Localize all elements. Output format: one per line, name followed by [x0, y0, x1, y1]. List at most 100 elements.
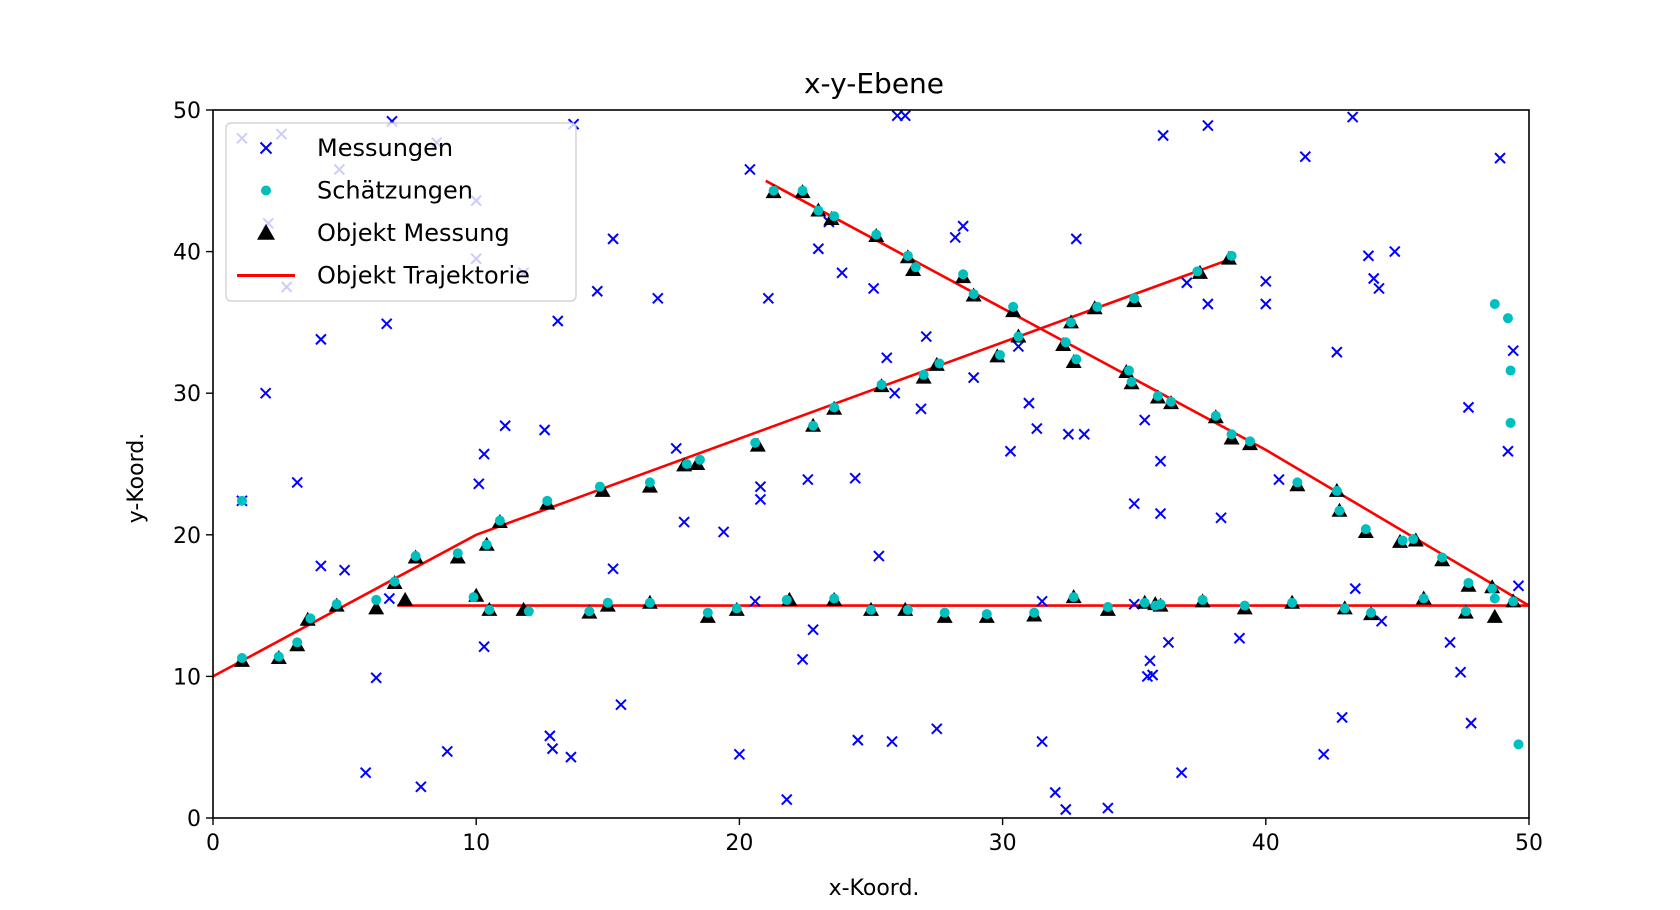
estimate-point — [1066, 317, 1077, 328]
estimate-point — [1139, 597, 1150, 608]
estimate-point — [871, 229, 882, 240]
object-measurement-point — [1486, 608, 1503, 623]
measurement-point — [1202, 119, 1214, 132]
measurement-point — [1331, 346, 1343, 358]
object-measurement-point — [368, 600, 385, 615]
measurement-point — [1465, 717, 1477, 729]
estimate-point — [1192, 266, 1203, 277]
estimate-point — [1029, 607, 1040, 618]
estimate-point — [1418, 593, 1429, 604]
legend-marker-messungen — [259, 141, 273, 155]
measurement-point — [1102, 802, 1114, 814]
measurement-point — [1462, 401, 1475, 414]
estimate-point — [644, 477, 655, 488]
measurement-point — [754, 493, 767, 506]
estimate-point — [876, 379, 887, 390]
estimate-point — [1126, 376, 1137, 387]
estimate-point — [1360, 524, 1371, 535]
measurement-point — [1317, 748, 1330, 760]
measurement-point — [1162, 636, 1175, 649]
estimate-point — [542, 495, 553, 506]
estimate-point — [1152, 391, 1163, 402]
measurement-point — [717, 526, 730, 538]
legend-label: Objekt Messung — [317, 219, 510, 247]
object-measurement-point — [397, 591, 414, 606]
measurement-point — [1062, 428, 1075, 440]
measurement-point — [315, 560, 327, 572]
estimate-point — [1408, 534, 1419, 545]
measurement-point — [781, 793, 793, 806]
measurement-point — [836, 267, 848, 279]
estimate-point — [371, 594, 382, 605]
estimate-point — [968, 289, 979, 300]
estimate-point — [981, 609, 992, 620]
measurement-point — [1373, 282, 1385, 295]
measurement-point — [1144, 655, 1156, 667]
measurement-point — [1260, 298, 1272, 310]
estimate-point — [1339, 603, 1350, 614]
measurement-point — [762, 292, 775, 305]
estimate-point — [797, 185, 808, 196]
estimate-point — [644, 597, 655, 608]
measurement-point — [1362, 250, 1375, 262]
estimate-point — [934, 358, 945, 369]
measurement-point — [949, 231, 961, 244]
legend: Messungen Schätzungen Objekt Messung Objekt… — [225, 122, 577, 302]
estimate-point — [1102, 602, 1113, 613]
measurement-point — [915, 403, 927, 415]
measurement-point — [546, 742, 559, 755]
estimate-point — [902, 604, 913, 615]
estimate-point — [1502, 313, 1513, 324]
measurement-point — [1507, 345, 1519, 357]
estimate-point — [958, 269, 969, 280]
estimate-point — [410, 551, 421, 562]
measurement-point — [744, 163, 756, 176]
estimate-point — [331, 599, 342, 610]
measurement-point — [1031, 422, 1043, 435]
estimate-point — [1513, 739, 1524, 750]
measurement-point — [652, 292, 664, 305]
measurement-point — [473, 478, 485, 490]
measurement-point — [886, 735, 898, 748]
measurement-point — [881, 352, 893, 364]
measurement-point — [607, 233, 619, 245]
legend-label: Objekt Trajektorie — [317, 262, 530, 290]
measurement-point — [441, 745, 453, 758]
legend-label: Messungen — [317, 134, 453, 162]
measurement-point — [1502, 445, 1514, 457]
measurement-point — [1389, 245, 1401, 258]
estimate-point — [939, 607, 950, 618]
x-tick-label: 20 — [725, 831, 753, 856]
measurement-point — [1023, 397, 1035, 409]
measurement-point — [888, 387, 901, 399]
measurement-point — [544, 730, 556, 742]
measurement-point — [678, 516, 690, 528]
estimate-point — [1123, 365, 1134, 376]
measurement-point — [1494, 152, 1506, 164]
estimate-point — [236, 495, 247, 506]
estimate-point — [1397, 535, 1408, 546]
measurement-point — [259, 387, 272, 399]
measurement-point — [415, 781, 427, 793]
measurement-point — [478, 640, 490, 653]
estimate-point — [750, 437, 761, 448]
estimate-point — [305, 613, 316, 624]
estimate-point — [1071, 354, 1082, 365]
x-tick-label: 40 — [1252, 831, 1280, 856]
estimate-point — [236, 652, 247, 663]
y-tick-label: 0 — [187, 807, 201, 832]
measurement-point — [1036, 735, 1048, 748]
measurement-point — [1233, 632, 1246, 644]
estimate-point — [389, 576, 400, 587]
estimate-point — [813, 205, 824, 216]
x-tick-label: 0 — [206, 831, 220, 856]
measurement-point — [1157, 129, 1169, 142]
y-tick-label: 10 — [173, 665, 201, 690]
estimate-point — [1460, 606, 1471, 617]
measurement-point — [931, 723, 943, 735]
measurement-point — [359, 766, 372, 779]
estimate-point — [1210, 410, 1221, 421]
measurement-point — [607, 563, 619, 575]
estimate-point — [484, 604, 495, 615]
